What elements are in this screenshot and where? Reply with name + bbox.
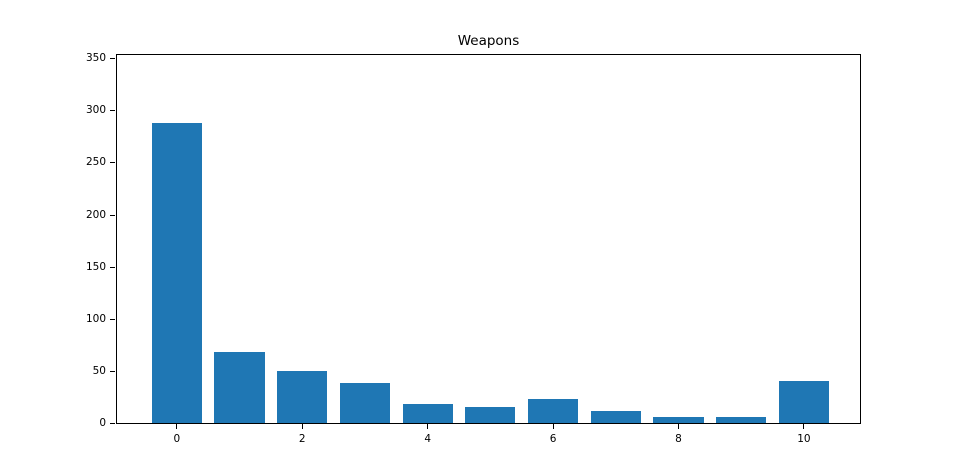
- y-tick-label: 350: [85, 52, 106, 65]
- x-tick-mark: [427, 424, 429, 429]
- y-tick-mark: [110, 214, 115, 216]
- y-tick-label: 250: [85, 156, 106, 169]
- x-tick-label: 8: [675, 433, 682, 445]
- bar: [402, 404, 453, 423]
- x-tick-label: 6: [549, 433, 557, 445]
- y-tick-label: 50: [92, 364, 106, 377]
- y-tick-mark: [110, 318, 115, 320]
- y-tick-label: 150: [85, 260, 106, 273]
- x-tick-mark: [803, 424, 805, 429]
- y-tick-mark: [110, 266, 115, 268]
- y-tick-label: 100: [85, 312, 106, 325]
- bar: [653, 416, 704, 423]
- plot-area: [116, 54, 861, 424]
- bar: [716, 416, 767, 423]
- bar: [465, 407, 516, 423]
- y-tick-mark: [110, 162, 115, 164]
- bar: [214, 352, 265, 423]
- y-tick-label: 200: [85, 208, 106, 221]
- bar: [277, 370, 328, 423]
- x-tick-label: 4: [424, 433, 431, 445]
- bar: [151, 122, 202, 423]
- x-tick-label: 10: [797, 433, 811, 445]
- x-tick-label: 2: [298, 433, 306, 445]
- bar: [778, 381, 830, 423]
- x-tick-mark: [301, 424, 303, 429]
- y-tick-mark: [110, 58, 115, 60]
- y-tick-mark: [110, 370, 115, 372]
- chart-title: Weapons: [457, 33, 520, 49]
- y-tick-label: 300: [85, 104, 106, 117]
- bar: [339, 383, 391, 423]
- x-tick-label: 0: [173, 433, 181, 445]
- bar: [528, 399, 579, 423]
- x-tick-mark: [176, 424, 178, 429]
- y-tick-label: 0: [99, 417, 106, 429]
- y-tick-mark: [110, 423, 115, 424]
- y-tick-mark: [110, 110, 115, 112]
- x-tick-mark: [552, 424, 554, 429]
- x-tick-mark: [678, 424, 679, 429]
- bar: [590, 410, 641, 423]
